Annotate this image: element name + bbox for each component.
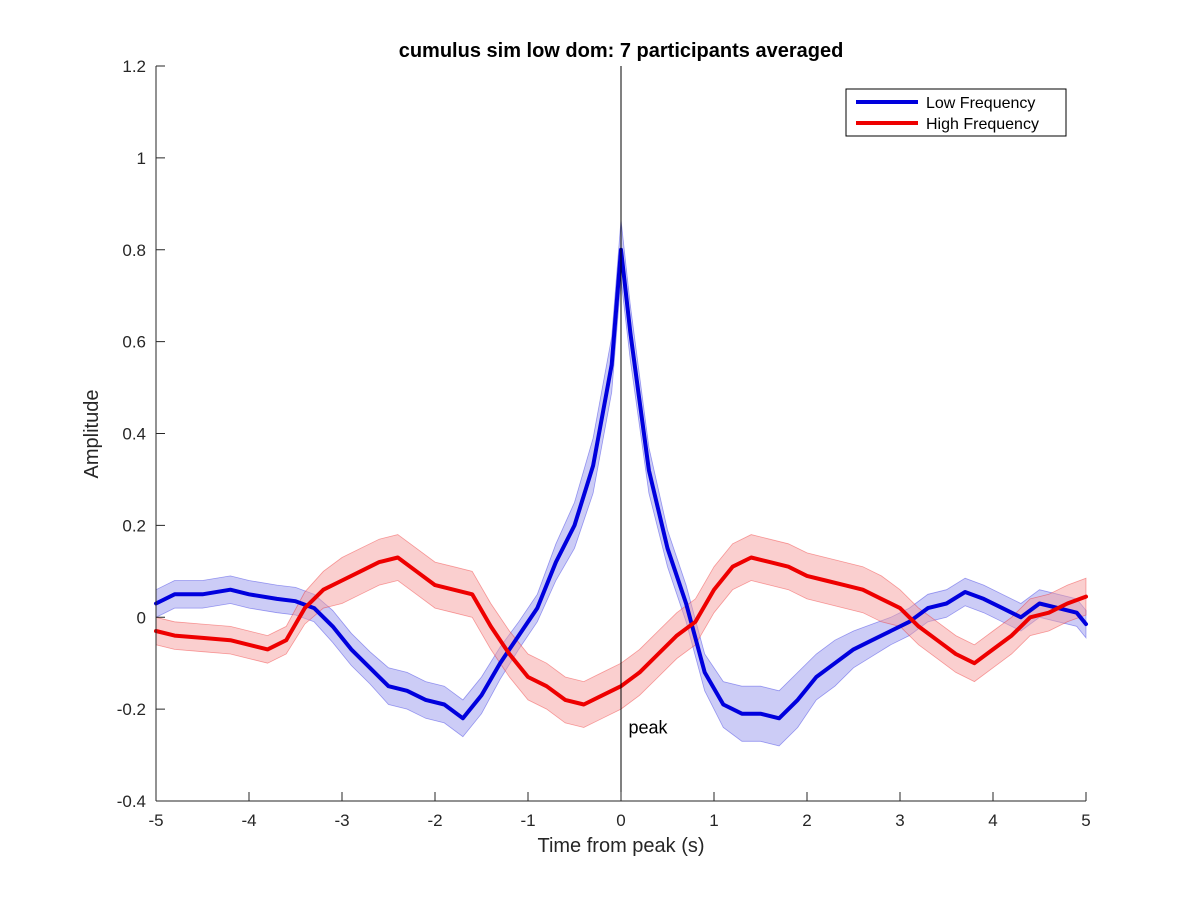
y-ticks: -0.4 -0.2 0 0.2 0.4 0.6 0.8 1 1.2 — [117, 57, 165, 811]
legend: Low Frequency High Frequency — [845, 88, 1067, 137]
y-tick-label: 0.6 — [122, 333, 146, 352]
legend-box — [845, 88, 1067, 137]
x-tick-label: -5 — [148, 811, 163, 830]
x-axis-label: Time from peak (s) — [537, 835, 704, 857]
y-axis-label: Amplitude — [81, 390, 103, 479]
x-tick-label: -4 — [241, 811, 256, 830]
x-tick-label: -2 — [427, 811, 442, 830]
peak-annotation: peak — [628, 718, 668, 738]
x-tick-label: 0 — [616, 811, 625, 830]
x-ticks: -5 -4 -3 -2 -1 0 1 2 3 4 5 — [148, 792, 1091, 830]
y-tick-label: 0 — [137, 608, 146, 627]
y-tick-label: 0.8 — [122, 241, 146, 260]
x-tick-label: -3 — [334, 811, 349, 830]
series-line-high-frequency — [154, 555, 1088, 707]
series-lines — [154, 247, 1088, 721]
x-tick-label: 5 — [1081, 811, 1090, 830]
chart-title: cumulus sim low dom: 7 participants aver… — [399, 40, 844, 62]
confidence-bands — [155, 219, 1087, 747]
series-line-low-frequency — [154, 247, 1088, 721]
x-tick-label: 3 — [895, 811, 904, 830]
x-tick-label: 1 — [709, 811, 718, 830]
legend-entry-high: High Frequency — [926, 116, 1039, 133]
x-tick-label: 2 — [802, 811, 811, 830]
y-tick-label: 1.2 — [122, 57, 146, 76]
legend-entry-low: Low Frequency — [926, 95, 1035, 112]
y-tick-label: 1 — [137, 149, 146, 168]
y-tick-label: -0.2 — [117, 700, 146, 719]
x-tick-label: 4 — [988, 811, 997, 830]
y-tick-label: -0.4 — [117, 792, 146, 811]
y-tick-label: 0.4 — [122, 425, 146, 444]
y-tick-label: 0.2 — [122, 516, 146, 535]
band-high-frequency — [155, 534, 1087, 728]
x-tick-label: -1 — [520, 811, 535, 830]
